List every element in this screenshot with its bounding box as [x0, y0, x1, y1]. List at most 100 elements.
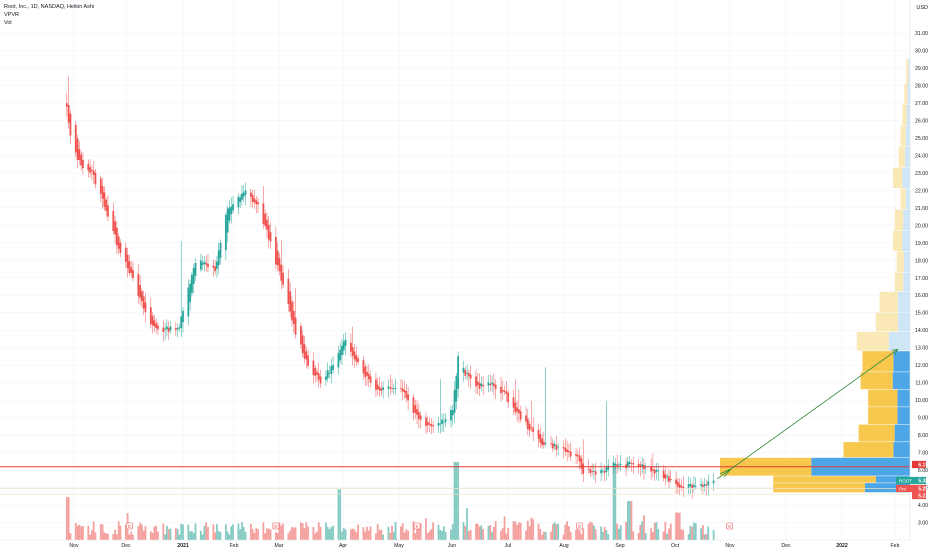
- volume-bar: [226, 531, 229, 540]
- candle-body: [501, 390, 504, 392]
- volume-bar: [578, 530, 581, 540]
- time-axis[interactable]: Nov Dec 2021 Feb Mar Apr May Jun Jul Aug Sep Oct Nov…: [69, 543, 899, 549]
- candle-body: [169, 326, 172, 330]
- volume-bar: [494, 521, 497, 540]
- legend-symbol-title[interactable]: Root, Inc., 1D, NASDAQ, Heikin Ashi: [4, 4, 95, 10]
- time-tick-label: 2022: [836, 543, 848, 549]
- volume-bar: [416, 525, 418, 540]
- volume-bar: [519, 522, 522, 540]
- vpvr-bar-up: [897, 407, 910, 425]
- volume-bar: [155, 525, 158, 540]
- currency-label: USD: [916, 5, 928, 11]
- volume-bar: [603, 526, 606, 540]
- volume-bar: [87, 525, 90, 540]
- candle-body: [530, 427, 533, 429]
- volume-bar: [491, 531, 493, 540]
- volume-bar: [478, 526, 481, 540]
- drawings[interactable]: [0, 348, 910, 495]
- volume-bar: [192, 533, 195, 540]
- candle-body: [703, 483, 706, 486]
- volume-bar: [212, 524, 215, 540]
- volume-bar: [178, 534, 181, 540]
- volume-bar: [693, 522, 695, 540]
- volume-bar: [553, 522, 556, 540]
- candle-body: [557, 446, 560, 448]
- volume-bar: [632, 531, 635, 540]
- candle-body: [194, 262, 197, 276]
- candle-body: [700, 484, 703, 486]
- price-tick-label: 22.00: [915, 188, 928, 194]
- candle-body: [569, 451, 572, 457]
- volume-bar: [626, 501, 629, 540]
- candle-body: [676, 481, 679, 487]
- candle-body: [550, 443, 552, 445]
- volume-bar: [65, 497, 68, 540]
- time-tick-label: Nov: [69, 543, 79, 549]
- volume-bar: [380, 529, 383, 540]
- candle-body: [693, 485, 695, 487]
- volume-bar: [687, 534, 690, 540]
- vpvr-bar-up: [864, 483, 910, 493]
- volume-bar: [107, 533, 109, 540]
- candle-body: [417, 411, 420, 419]
- candle-body: [101, 186, 104, 199]
- price-tags: 6.19 ROOT 5.38 Pre 5.255.23: [896, 460, 928, 499]
- volume-bar: [437, 524, 440, 540]
- price-axis[interactable]: 3.004.005.006.007.008.009.0010.0011.0012…: [915, 31, 928, 527]
- volume-bar: [394, 521, 397, 540]
- candle-body: [337, 353, 340, 368]
- volume-bar: [153, 526, 156, 540]
- volume-bar: [403, 532, 406, 540]
- candle-body: [519, 411, 522, 420]
- legend-vpvr[interactable]: VPVR: [4, 12, 19, 18]
- vpvr-bar-up: [905, 188, 910, 210]
- candle-body: [416, 408, 418, 415]
- volume-bar: [387, 526, 390, 540]
- volume-bar: [550, 531, 552, 540]
- volume-bar: [639, 524, 642, 540]
- price-tick-label: 3.00: [918, 521, 928, 527]
- candle-body: [269, 232, 272, 242]
- volume-bar: [568, 526, 570, 540]
- time-axis-pane[interactable]: [0, 540, 932, 550]
- candle-body: [69, 113, 72, 136]
- volume-bar: [264, 533, 267, 540]
- candle-body: [115, 227, 118, 246]
- vpvr-profile: [720, 59, 910, 493]
- vpvr-bar-up: [898, 312, 910, 332]
- legend-volume[interactable]: Vol: [4, 20, 12, 26]
- candle-body: [568, 450, 570, 453]
- volume-bar: [119, 525, 122, 540]
- candle-body: [244, 190, 247, 195]
- candle-body: [219, 242, 222, 258]
- candle-body: [301, 335, 304, 354]
- price-tick-label: 31.00: [915, 31, 928, 37]
- candle-body: [278, 258, 281, 272]
- candle-body: [212, 265, 215, 268]
- event-marker-box: [726, 522, 734, 530]
- volume-bar: [312, 527, 315, 540]
- candle-body: [680, 485, 683, 488]
- candle-body: [505, 391, 508, 394]
- vpvr-bar-up: [892, 372, 910, 390]
- candle-body: [332, 364, 334, 370]
- volume-bar: [476, 523, 479, 540]
- candle-body: [307, 355, 309, 366]
- candle-body: [341, 345, 343, 356]
- volume-bar: [439, 529, 442, 540]
- volume-bar: [364, 531, 367, 540]
- volume-bar: [702, 525, 704, 540]
- price-tick-label: 12.00: [915, 363, 928, 369]
- candle-body: [316, 371, 318, 375]
- volume-bar: [232, 524, 234, 540]
- volume-bar: [166, 525, 168, 540]
- candle-body: [628, 462, 631, 464]
- volume-bar: [355, 532, 358, 540]
- price-axis-pane[interactable]: [910, 0, 932, 550]
- candle-body: [291, 301, 293, 321]
- candle-body: [182, 310, 184, 323]
- volume-bar: [618, 528, 620, 540]
- volume-bar: [607, 534, 610, 540]
